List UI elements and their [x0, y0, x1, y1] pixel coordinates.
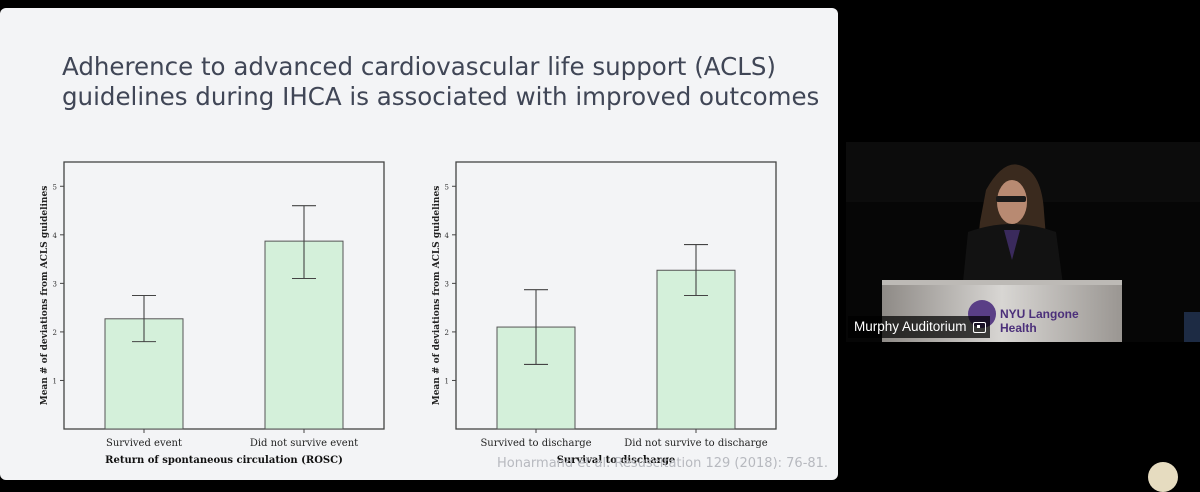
- podium-text-1: NYU Langone: [1000, 307, 1079, 321]
- y-tick-label-3: 3: [53, 280, 57, 288]
- y-tick-label-1: 1: [53, 377, 57, 385]
- y-tick-label-5: 5: [53, 183, 57, 191]
- x-category-label-1: Survived event: [106, 438, 182, 449]
- plot-frame: [455, 161, 777, 430]
- slide-title-line-1: Adherence to advanced cardiovascular lif…: [62, 52, 776, 81]
- speaker-video-feed[interactable]: NYU Langone Health: [846, 142, 1200, 342]
- citation: Honarmand et al. Resuscitation 129 (2018…: [497, 456, 829, 471]
- y-tick-label-2: 2: [53, 329, 57, 337]
- y-axis-label: Mean # of deviations from ACLS guideline…: [432, 186, 442, 406]
- y-tick-label-2: 2: [445, 329, 449, 337]
- podium-top: [882, 280, 1122, 285]
- speaker-glasses: [996, 196, 1026, 202]
- y-tick-label-5: 5: [445, 183, 449, 191]
- speaker-shirt: [1004, 230, 1020, 260]
- chart-rosc: 1 2 3 4 5 Mean # of deviations from ACLS guid…: [0, 154, 390, 474]
- x-category-label-2: Did not survive to discharge: [624, 438, 768, 449]
- speaker-video-scene: NYU Langone Health: [846, 142, 1200, 342]
- y-tick-label-4: 4: [445, 232, 450, 240]
- corner-reaction-icon[interactable]: [1148, 462, 1178, 492]
- chart-survival-to-discharge: 1 2 3 4 5 Mean # of deviations from ACLS guid…: [392, 154, 782, 474]
- y-axis-label: Mean # of deviations from ACLS guideline…: [40, 186, 50, 406]
- right-edge-figure: [1184, 312, 1200, 342]
- speaker-jacket: [962, 224, 1064, 292]
- pin-video-icon[interactable]: [972, 321, 986, 333]
- x-category-label-1: Survived to discharge: [480, 438, 591, 449]
- slide-title-line-2: guidelines during IHCA is associated wit…: [62, 82, 820, 111]
- x-axis-label: Survival to discharge: [557, 455, 676, 466]
- y-tick-label-1: 1: [445, 377, 449, 385]
- room-label: Murphy Auditorium: [848, 316, 990, 338]
- x-category-label-2: Did not survive event: [250, 438, 358, 449]
- plot-frame: [63, 161, 385, 430]
- x-axis-label: Return of spontaneous circulation (ROSC): [105, 455, 343, 466]
- bar-2: [656, 269, 736, 430]
- slide-title: Adherence to advanced cardiovascular lif…: [62, 52, 822, 112]
- y-tick-label-4: 4: [53, 232, 58, 240]
- y-tick-label-3: 3: [445, 280, 449, 288]
- podium-text-2: Health: [1000, 321, 1037, 335]
- room-label-text: Murphy Auditorium: [854, 319, 967, 334]
- presentation-slide: Adherence to advanced cardiovascular lif…: [0, 8, 838, 480]
